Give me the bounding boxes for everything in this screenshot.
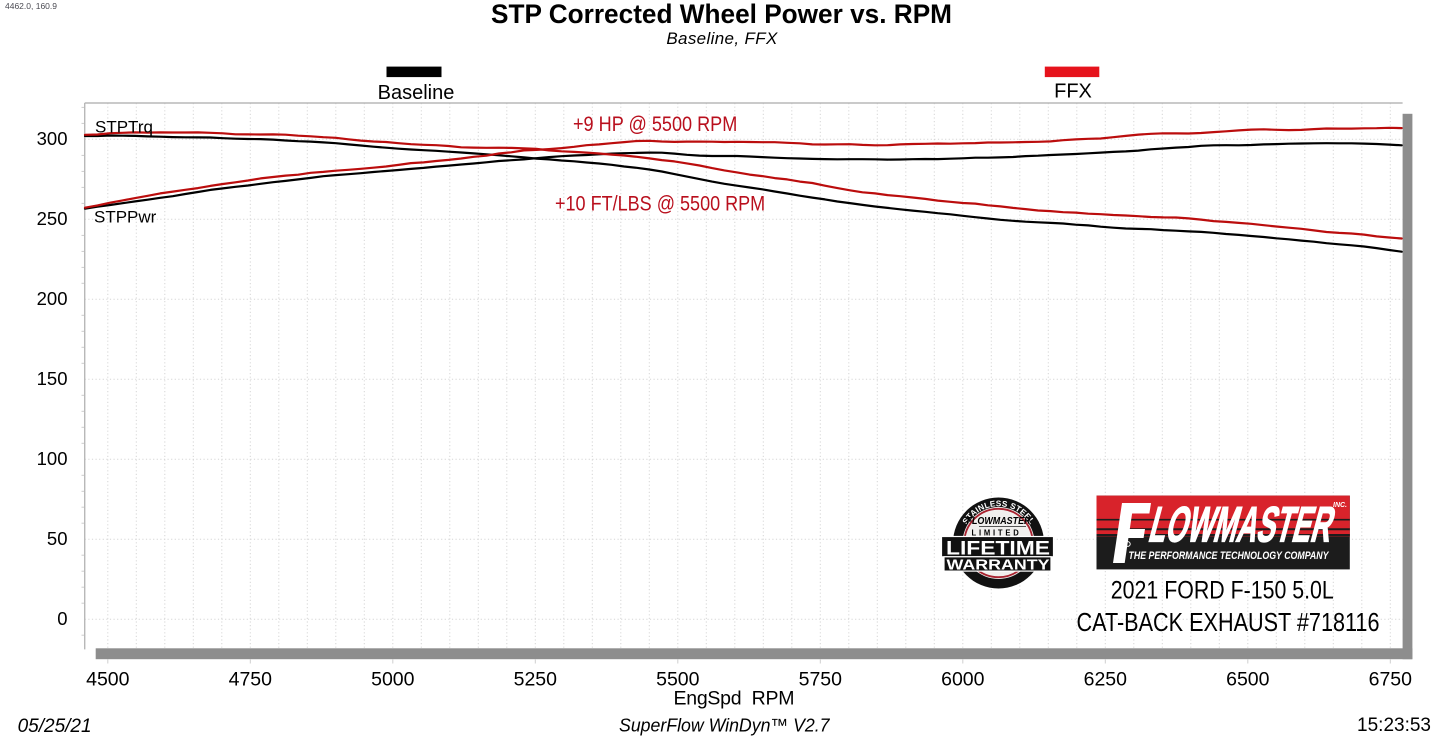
- svg-text:LOWMASTER: LOWMASTER: [1144, 496, 1341, 552]
- svg-text:5500: 5500: [656, 668, 700, 690]
- svg-text:6500: 6500: [1226, 668, 1270, 690]
- svg-text:LIMITED: LIMITED: [972, 528, 1022, 537]
- svg-text:5750: 5750: [799, 668, 843, 690]
- svg-text:05/25/21: 05/25/21: [18, 716, 92, 737]
- svg-text:6250: 6250: [1084, 668, 1128, 690]
- svg-text:6750: 6750: [1369, 668, 1413, 690]
- svg-text:WARRANTY: WARRANTY: [947, 558, 1050, 574]
- svg-text:STPPwr: STPPwr: [94, 207, 157, 226]
- svg-text:LIFETIME: LIFETIME: [946, 538, 1050, 559]
- svg-text:THE PERFORMANCE TECHNOLOGY COM: THE PERFORMANCE TECHNOLOGY COMPANY: [1129, 550, 1330, 562]
- svg-text:+9 HP @ 5500 RPM: +9 HP @ 5500 RPM: [573, 112, 737, 136]
- svg-text:SuperFlow WinDyn™ V2.7: SuperFlow WinDyn™ V2.7: [619, 715, 830, 736]
- svg-text:FLOWMASTER: FLOWMASTER: [967, 515, 1031, 527]
- svg-text:15:23:53: 15:23:53: [1357, 715, 1431, 736]
- svg-text:2021 FORD F-150 5.0L: 2021 FORD F-150 5.0L: [1111, 577, 1334, 605]
- svg-text:Baseline, FFX: Baseline, FFX: [666, 29, 778, 48]
- svg-text:INC.: INC.: [1333, 502, 1347, 509]
- svg-text:5250: 5250: [514, 668, 558, 690]
- svg-text:150: 150: [37, 368, 68, 389]
- svg-text:EngSpd RPM: EngSpd RPM: [674, 688, 795, 710]
- svg-text:4500: 4500: [86, 668, 130, 690]
- svg-text:4750: 4750: [229, 668, 273, 690]
- svg-text:FFX: FFX: [1054, 81, 1092, 103]
- svg-text:50: 50: [47, 528, 68, 549]
- svg-text:100: 100: [37, 448, 68, 469]
- svg-text:+10 FT/LBS @ 5500 RPM: +10 FT/LBS @ 5500 RPM: [555, 192, 765, 216]
- svg-text:4462.0, 160.9: 4462.0, 160.9: [5, 1, 57, 11]
- svg-text:STPTrq: STPTrq: [95, 118, 153, 137]
- svg-text:250: 250: [37, 208, 68, 229]
- svg-text:CAT-BACK EXHAUST #718116: CAT-BACK EXHAUST #718116: [1077, 609, 1380, 637]
- svg-text:0: 0: [57, 608, 67, 629]
- svg-text:STP Corrected Wheel Power vs.: STP Corrected Wheel Power vs. RPM: [491, 0, 952, 29]
- svg-text:5000: 5000: [371, 668, 415, 690]
- svg-text:Baseline: Baseline: [378, 82, 455, 104]
- svg-text:6000: 6000: [941, 668, 985, 690]
- svg-text:200: 200: [37, 288, 68, 309]
- svg-text:300: 300: [37, 128, 68, 149]
